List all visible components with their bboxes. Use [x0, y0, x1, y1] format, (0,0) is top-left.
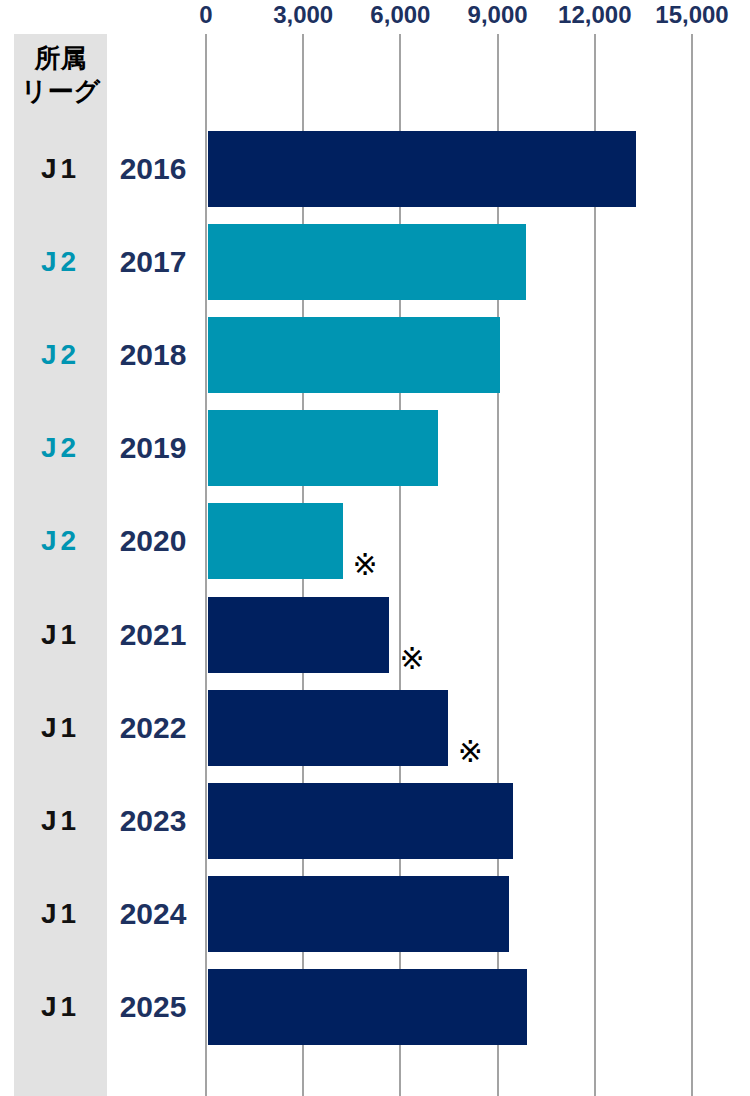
league-label: J2	[14, 503, 107, 579]
bar-2017	[208, 224, 526, 300]
league-label: J2	[14, 410, 107, 486]
year-label: 2024	[110, 876, 196, 952]
reference-mark-icon: ※	[399, 644, 424, 674]
attendance-bar-chart: 所属 リーグ 03,0006,0009,00012,00015,000 J120…	[0, 0, 750, 1096]
bar-2016	[208, 131, 636, 207]
reference-mark-icon: ※	[353, 550, 378, 580]
bar-2024	[208, 876, 509, 952]
league-label: J1	[14, 690, 107, 766]
bar-2022	[208, 690, 448, 766]
year-label: 2025	[110, 969, 196, 1045]
year-label: 2017	[110, 224, 196, 300]
reference-mark-icon: ※	[458, 737, 483, 767]
bar-2021	[208, 597, 389, 673]
year-label: 2023	[110, 783, 196, 859]
league-label: J1	[14, 131, 107, 207]
bar-2023	[208, 783, 513, 859]
year-label: 2018	[110, 317, 196, 393]
year-label: 2019	[110, 410, 196, 486]
league-column-title-line1: 所属	[14, 42, 107, 75]
year-label: 2021	[110, 597, 196, 673]
league-column-title: 所属 リーグ	[14, 42, 107, 108]
league-label: J1	[14, 783, 107, 859]
year-label: 2022	[110, 690, 196, 766]
league-column-title-line2: リーグ	[14, 75, 107, 108]
bar-2025	[208, 969, 527, 1045]
bar-2020	[208, 503, 343, 579]
gridline	[691, 34, 693, 1096]
league-label: J2	[14, 317, 107, 393]
bar-2018	[208, 317, 500, 393]
bar-2019	[208, 410, 438, 486]
gridline	[205, 34, 207, 1096]
league-label: J1	[14, 597, 107, 673]
league-label: J1	[14, 969, 107, 1045]
year-label: 2016	[110, 131, 196, 207]
year-label: 2020	[110, 503, 196, 579]
league-label: J1	[14, 876, 107, 952]
axis-tick-label: 15,000	[632, 0, 750, 30]
league-label: J2	[14, 224, 107, 300]
